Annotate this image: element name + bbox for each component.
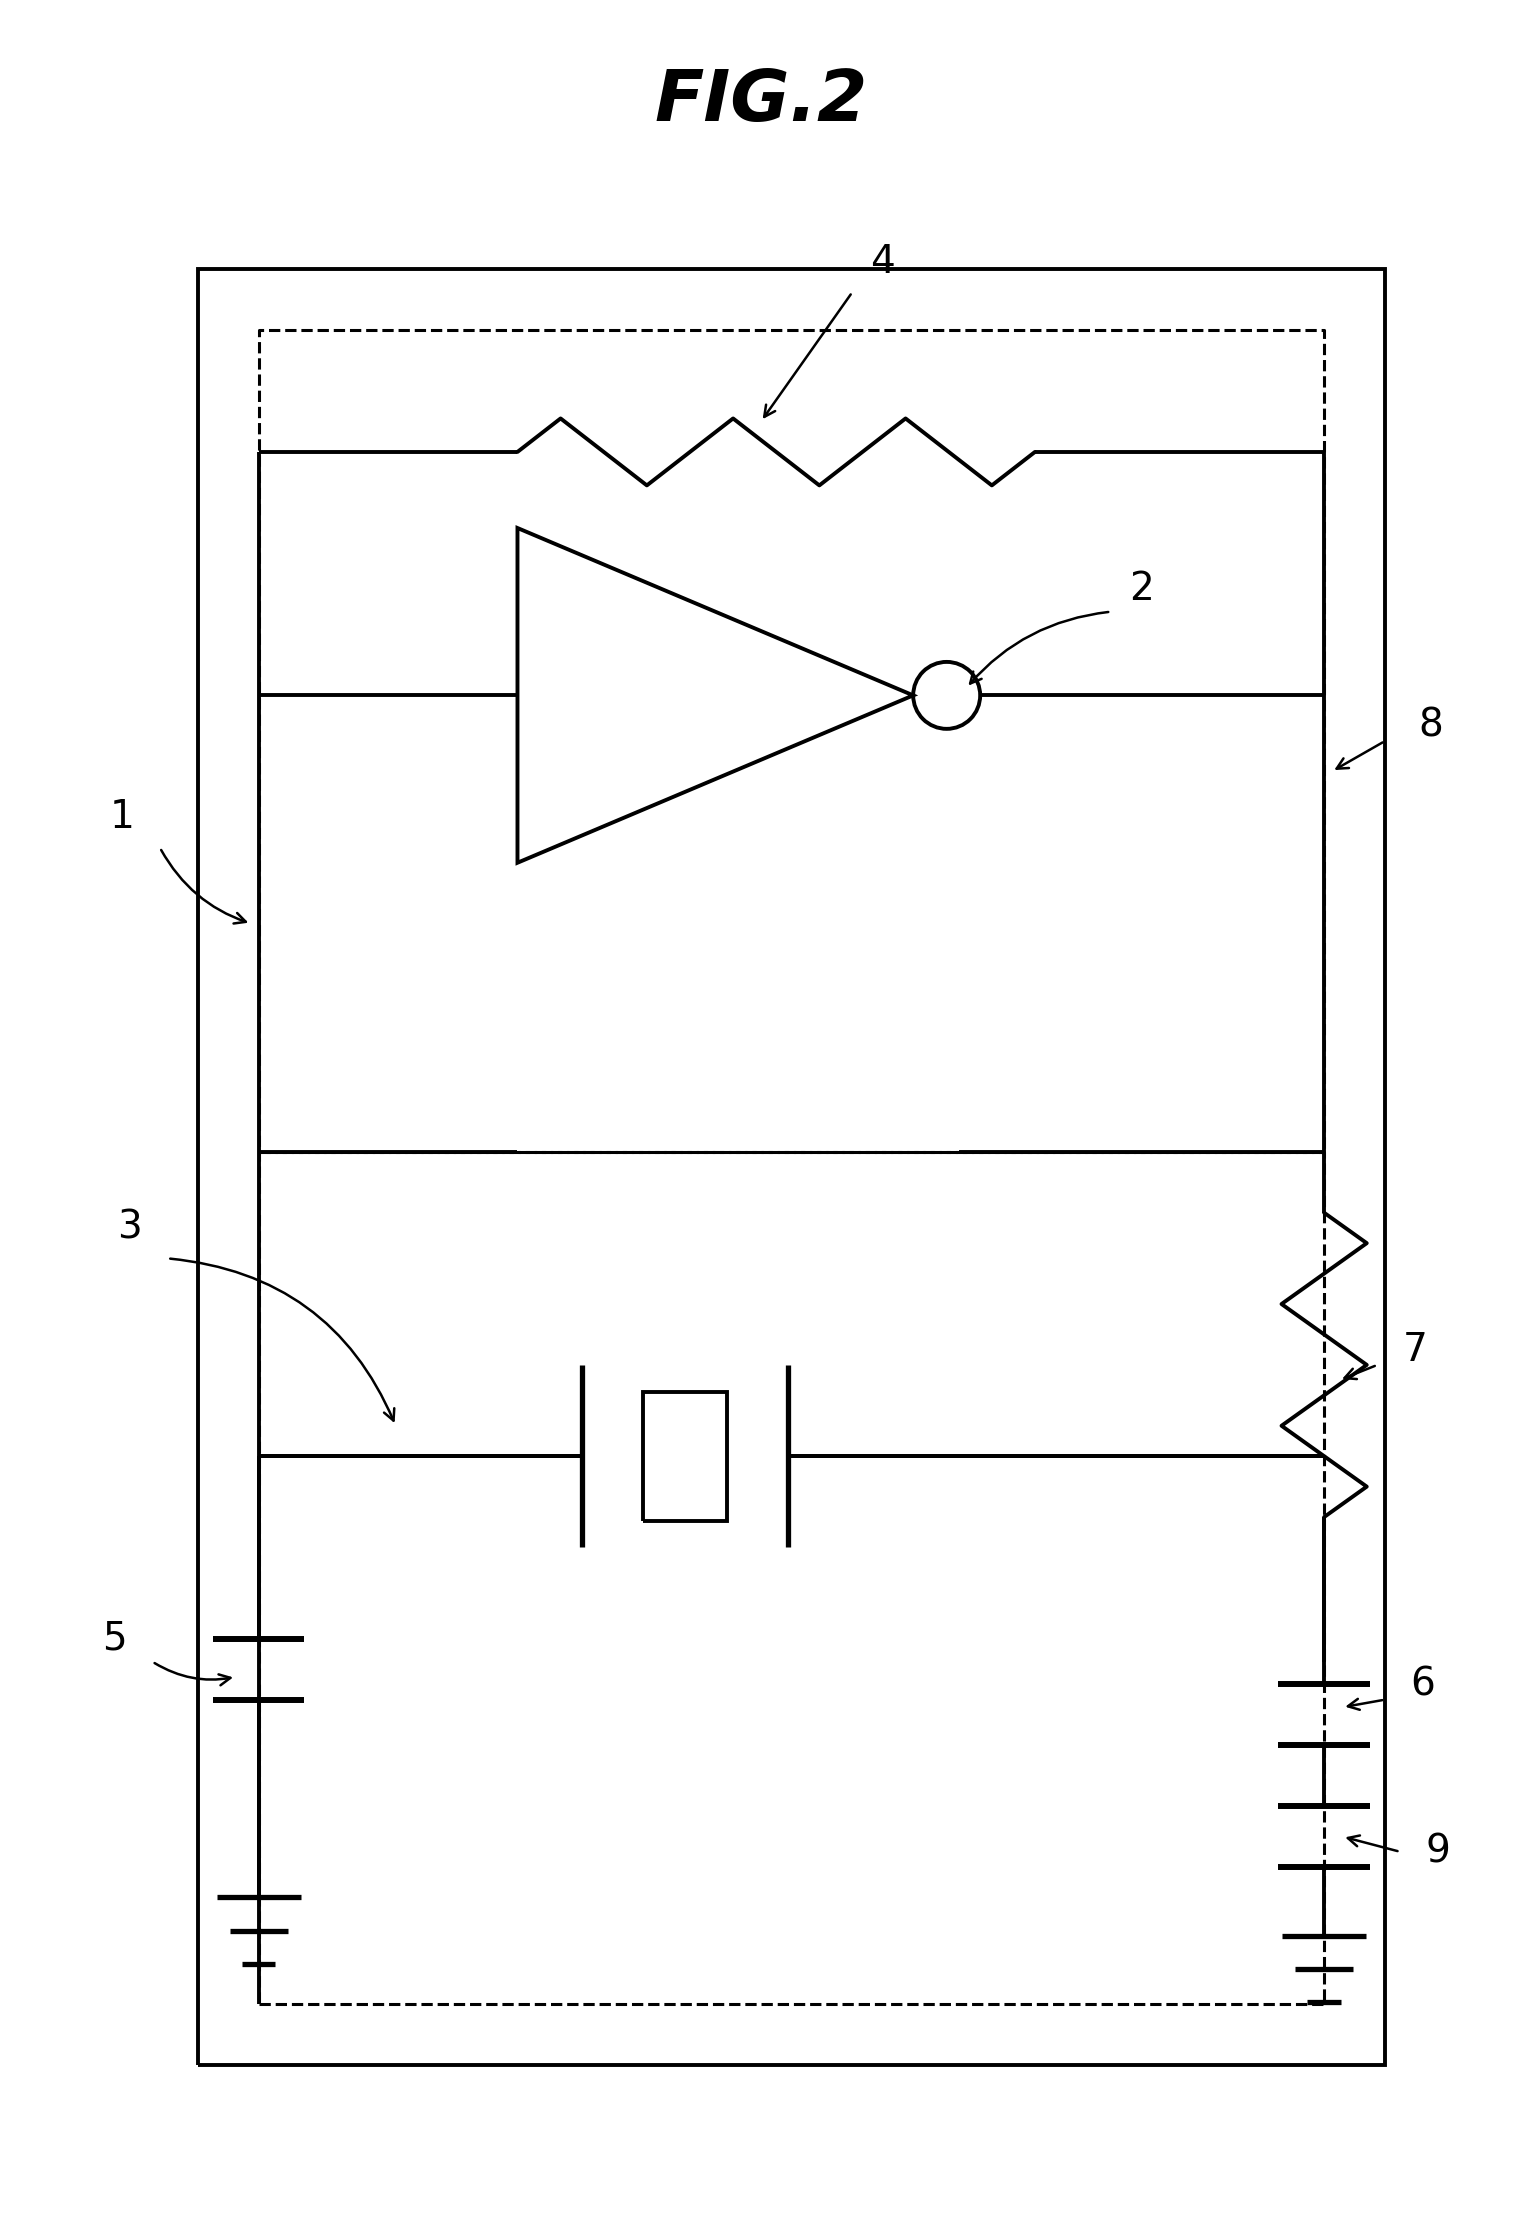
Text: 2: 2 — [1129, 570, 1154, 607]
Text: 3: 3 — [117, 1208, 142, 1246]
Text: 8: 8 — [1419, 707, 1443, 745]
Text: 1: 1 — [110, 798, 134, 836]
Text: 5: 5 — [102, 1621, 126, 1658]
Text: FIG.2: FIG.2 — [654, 67, 868, 137]
Text: 9: 9 — [1426, 1833, 1450, 1871]
Text: 7: 7 — [1403, 1330, 1428, 1368]
Text: 4: 4 — [871, 242, 895, 282]
Text: 6: 6 — [1411, 1665, 1435, 1703]
